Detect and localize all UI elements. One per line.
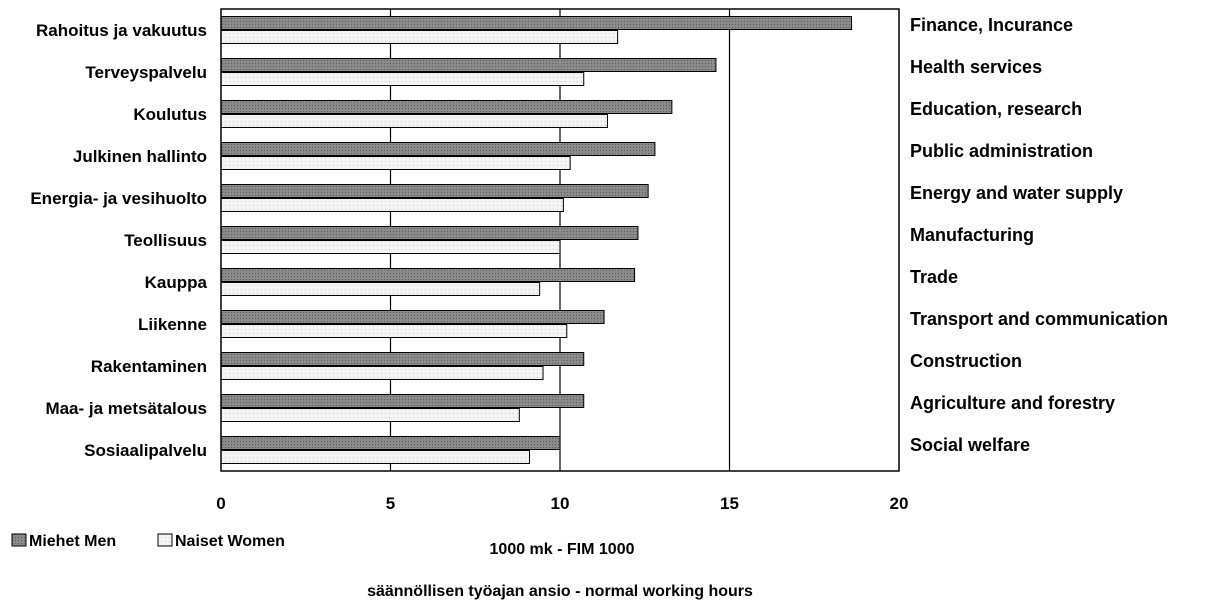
category-label-en: Construction	[910, 351, 1022, 371]
category-label-en: Public administration	[910, 141, 1093, 161]
bar-women	[220, 114, 608, 128]
category-label: Terveyspalvelu	[85, 63, 207, 82]
bar-men	[220, 268, 636, 282]
legend-swatch-women	[157, 533, 173, 547]
bar-women	[220, 282, 541, 296]
category-label: Rahoitus ja vakuutus	[36, 21, 207, 40]
category-label: Energia- ja vesihuolto	[30, 189, 207, 208]
category-label-en: Manufacturing	[910, 225, 1034, 245]
legend-label-men: Miehet Men	[29, 533, 116, 550]
category-label: Rakentaminen	[91, 357, 207, 376]
bar-women	[220, 324, 568, 338]
category-label-en: Transport and communication	[910, 309, 1168, 329]
bar-women	[220, 198, 564, 212]
bar-men	[220, 226, 639, 240]
category-label: Teollisuus	[124, 231, 207, 250]
category-labels: Rahoitus ja vakuutus Terveyspalvelu Koulut…	[30, 21, 207, 460]
bar-men	[220, 100, 673, 114]
x-tick-label: 15	[720, 494, 739, 513]
category-labels-en: Finance, Incurance Health services Educati…	[910, 15, 1168, 455]
category-label: Koulutus	[133, 105, 207, 124]
bar-men	[220, 436, 561, 450]
x-axis-label: 1000 mk - FIM 1000	[490, 541, 635, 558]
category-label-en: Trade	[910, 267, 958, 287]
x-tick-label: 10	[551, 494, 570, 513]
x-tick-label: 0	[216, 494, 225, 513]
bar-men	[220, 310, 605, 324]
category-label: Kauppa	[145, 273, 208, 292]
category-label-en: Health services	[910, 57, 1042, 77]
bar-men	[220, 352, 585, 366]
category-label-en: Energy and water supply	[910, 183, 1123, 203]
legend: Miehet Men Naiset Women	[11, 533, 285, 550]
bar-men	[220, 16, 853, 30]
legend-label-women: Naiset Women	[175, 533, 285, 550]
x-tick-labels: 0 5 10 15 20	[216, 494, 908, 513]
category-label-en: Finance, Incurance	[910, 15, 1073, 35]
legend-swatch-men	[11, 533, 27, 547]
bar-women	[220, 450, 530, 464]
bars	[220, 16, 853, 464]
bar-women	[220, 366, 544, 380]
bar-women	[220, 72, 585, 86]
bar-men	[220, 142, 656, 156]
category-label: Maa- ja metsätalous	[45, 399, 207, 418]
category-label: Julkinen hallinto	[73, 147, 207, 166]
bar-men	[220, 58, 717, 72]
chart-caption: säännöllisen työajan ansio - normal work…	[367, 583, 753, 600]
bar-men	[220, 394, 585, 408]
bar-women	[220, 156, 571, 170]
category-label-en: Social welfare	[910, 435, 1030, 455]
x-tick-label: 20	[890, 494, 909, 513]
category-label-en: Education, research	[910, 99, 1082, 119]
bar-women	[220, 30, 619, 44]
category-label: Sosiaalipalvelu	[84, 441, 207, 460]
category-label-en: Agriculture and forestry	[910, 393, 1115, 413]
bar-women	[220, 408, 520, 422]
bar-men	[220, 184, 649, 198]
bar-women	[220, 240, 561, 254]
x-tick-label: 5	[386, 494, 395, 513]
plot-frame	[220, 8, 900, 472]
category-label: Liikenne	[138, 315, 207, 334]
